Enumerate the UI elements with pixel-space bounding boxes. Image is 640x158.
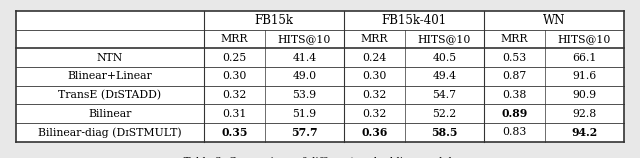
Text: Table 3: Comparison of different embedding models: Table 3: Comparison of different embeddi… (183, 157, 457, 158)
Text: MRR: MRR (221, 34, 248, 44)
Text: 0.24: 0.24 (362, 53, 387, 63)
Text: Blinear+Linear: Blinear+Linear (68, 71, 152, 81)
Text: 94.2: 94.2 (572, 127, 598, 138)
Text: 90.9: 90.9 (573, 90, 596, 100)
Text: HITS@10: HITS@10 (278, 34, 332, 44)
Text: 0.32: 0.32 (222, 90, 246, 100)
Text: NTN: NTN (97, 53, 123, 63)
Text: 53.9: 53.9 (292, 90, 317, 100)
Text: 91.6: 91.6 (572, 71, 596, 81)
Text: 0.53: 0.53 (502, 53, 527, 63)
Text: 57.7: 57.7 (291, 127, 318, 138)
Text: 92.8: 92.8 (572, 109, 596, 119)
Text: MRR: MRR (501, 34, 528, 44)
Text: 0.87: 0.87 (502, 71, 527, 81)
Text: Bilinear: Bilinear (88, 109, 132, 119)
Text: MRR: MRR (361, 34, 388, 44)
Text: 49.0: 49.0 (292, 71, 317, 81)
Text: 51.9: 51.9 (292, 109, 317, 119)
Text: 0.36: 0.36 (362, 127, 388, 138)
Text: 0.25: 0.25 (222, 53, 246, 63)
Text: 0.31: 0.31 (222, 109, 246, 119)
Text: 0.38: 0.38 (502, 90, 527, 100)
Text: TransE (DɪSTADD): TransE (DɪSTADD) (58, 90, 161, 100)
Text: 0.83: 0.83 (502, 127, 527, 137)
Text: 0.30: 0.30 (222, 71, 246, 81)
Text: 66.1: 66.1 (572, 53, 596, 63)
Text: 0.89: 0.89 (501, 108, 528, 119)
Text: 41.4: 41.4 (292, 53, 317, 63)
Text: HITS@10: HITS@10 (558, 34, 611, 44)
Text: WN: WN (543, 14, 565, 27)
Text: 0.30: 0.30 (362, 71, 387, 81)
Text: 54.7: 54.7 (433, 90, 456, 100)
Text: FB15k-401: FB15k-401 (381, 14, 447, 27)
Text: 40.5: 40.5 (433, 53, 456, 63)
Text: 0.35: 0.35 (221, 127, 248, 138)
Text: 0.32: 0.32 (362, 109, 387, 119)
Text: FB15k: FB15k (255, 14, 293, 27)
Text: 49.4: 49.4 (433, 71, 456, 81)
Text: Bilinear-diag (DɪSTMULT): Bilinear-diag (DɪSTMULT) (38, 127, 182, 137)
Text: HITS@10: HITS@10 (418, 34, 471, 44)
Text: 58.5: 58.5 (431, 127, 458, 138)
Text: 0.32: 0.32 (362, 90, 387, 100)
Text: 52.2: 52.2 (433, 109, 457, 119)
Bar (16, 11, 624, 142)
